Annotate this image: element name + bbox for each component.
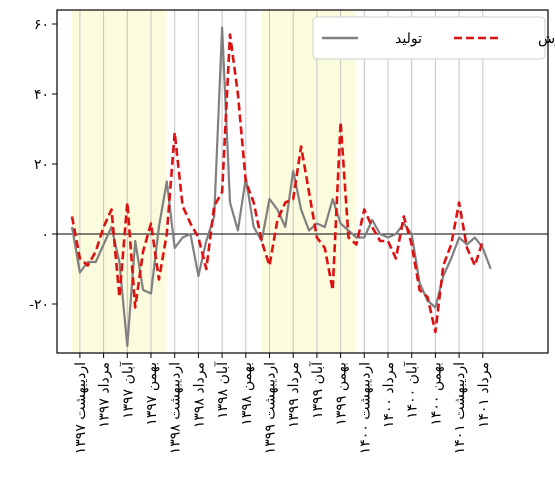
legend: تولید فروش — [312, 16, 555, 60]
series-lines — [70, 26, 492, 348]
x-tick-label: آبان ۱۳۹۹ — [308, 361, 326, 419]
legend-label-sales: فروش — [538, 31, 555, 47]
x-tick-label: بهمن ۱۴۰۰ — [428, 362, 444, 426]
x-axis: اردیبهشت ۱۳۹۷ مرداد ۱۳۹۷ آبان ۱۳۹۷ بهمن ۱۳۹… — [73, 353, 492, 454]
vertical-gridlines — [79, 10, 484, 353]
x-tick-label: آبان ۱۴۰۰ — [403, 361, 421, 419]
x-tick-label: مرداد ۱۳۹۷ — [97, 362, 113, 428]
x-tick-label: اردیبهشت ۱۴۰۱ — [452, 362, 468, 454]
y-tick-label: ۶۰ — [34, 17, 49, 33]
legend-box — [312, 16, 546, 60]
y-tick-label: ۴۰ — [34, 87, 49, 103]
plot-frame — [56, 9, 549, 354]
x-tick-label: مرداد ۱۳۹۸ — [191, 362, 207, 428]
y-axis: ۶۰ ۴۰ ۲۰ ۰ -۲۰ — [29, 17, 57, 313]
y-tick-label: ۲۰ — [34, 157, 49, 173]
x-tick-label: مرداد ۱۴۰۱ — [476, 362, 492, 428]
series-line-production — [70, 26, 492, 348]
x-tick-label: اردیبهشت ۱۳۹۷ — [73, 362, 89, 454]
series-line-sales — [70, 33, 485, 334]
x-tick-label: بهمن ۱۳۹۹ — [334, 362, 350, 426]
shaded-periods — [72, 10, 357, 353]
y-tick-label: -۲۰ — [29, 297, 49, 313]
x-tick-label: آبان ۱۳۹۷ — [118, 361, 136, 419]
y-tick-label: ۰ — [41, 227, 49, 243]
x-tick-label: آبان ۱۳۹۸ — [213, 361, 231, 419]
x-tick-label: اردیبهشت ۱۳۹۸ — [168, 362, 184, 454]
x-tick-label: اردیبهشت ۱۳۹۹ — [263, 362, 279, 454]
x-tick-label: بهمن ۱۳۹۸ — [239, 362, 255, 426]
x-tick-label: مرداد ۱۳۹۹ — [286, 362, 302, 428]
legend-label-production: تولید — [395, 31, 422, 47]
x-tick-label: مرداد ۱۴۰۰ — [381, 362, 397, 428]
x-tick-label: بهمن ۱۳۹۷ — [144, 362, 160, 426]
shaded-period-0 — [72, 10, 167, 353]
x-tick-label: اردیبهشت ۱۴۰۰ — [357, 362, 373, 454]
shaded-period-1 — [261, 10, 357, 353]
